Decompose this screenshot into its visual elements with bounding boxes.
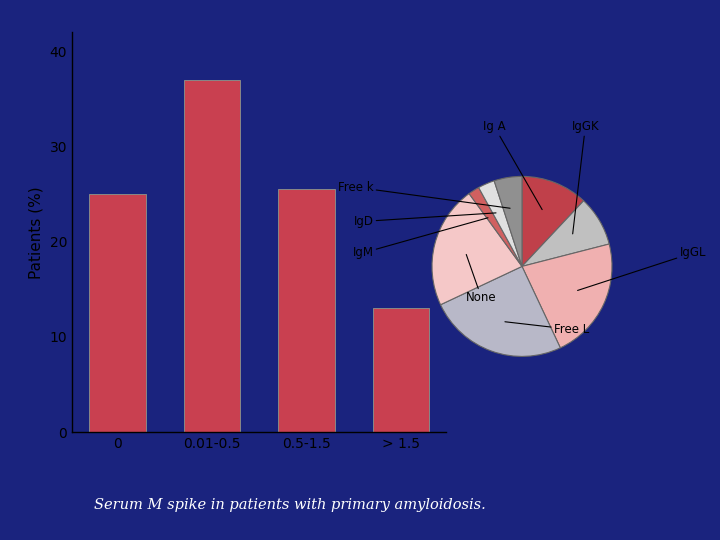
Wedge shape [469, 187, 522, 266]
Text: Free k: Free k [338, 181, 510, 208]
Bar [89, 194, 145, 432]
Wedge shape [441, 266, 560, 356]
Bar [184, 80, 240, 432]
Wedge shape [494, 177, 522, 266]
Wedge shape [522, 244, 612, 348]
Text: IgGL: IgGL [577, 246, 706, 291]
Text: None: None [466, 254, 497, 305]
Text: IgGK: IgGK [572, 120, 599, 234]
Y-axis label: Patients (%): Patients (%) [29, 186, 44, 279]
Text: IgM: IgM [353, 218, 488, 259]
Wedge shape [432, 193, 522, 305]
Wedge shape [522, 177, 584, 266]
Text: Free L: Free L [505, 322, 589, 336]
Bar [278, 190, 335, 432]
Text: Serum M spike in patients with primary amyloidosis.: Serum M spike in patients with primary a… [94, 498, 485, 512]
Text: IgD: IgD [354, 213, 496, 228]
Wedge shape [479, 181, 522, 266]
Wedge shape [522, 201, 609, 266]
Text: Ig A: Ig A [483, 120, 542, 210]
Bar [373, 308, 429, 432]
